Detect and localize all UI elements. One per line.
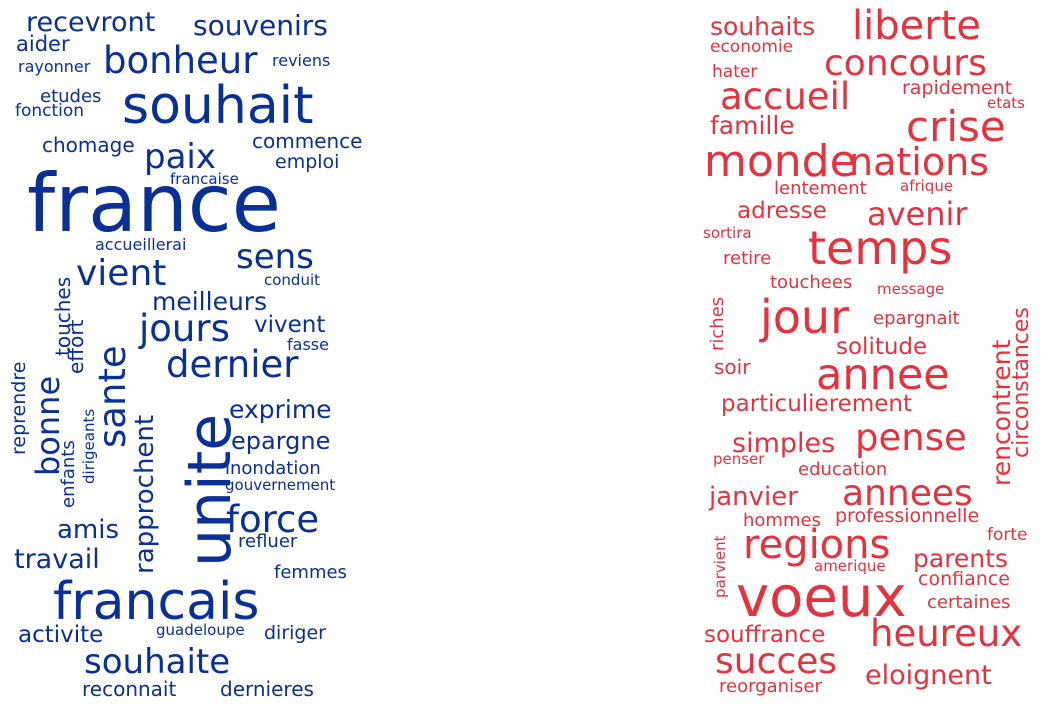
word: rencontrent [987,339,1016,486]
word: amis [57,515,120,545]
word: souvenirs [193,9,328,42]
word: gouvernement [225,476,336,494]
word: dernieres [220,677,314,701]
word: etudes [40,86,102,107]
word: message [877,280,945,298]
word: exprime [229,395,332,424]
word: effort [64,319,88,374]
word: famille [710,111,795,140]
word: fonction [15,101,85,121]
word: amerique [814,557,886,575]
word: pense [855,416,967,459]
word: hommes [743,510,821,531]
word: education [798,459,888,480]
word: penser [713,450,765,468]
word: nations [849,140,989,184]
word: liberte [852,3,981,49]
word: commence [252,129,363,153]
word: souhaite [84,642,231,682]
word: parents [913,544,1008,573]
word: monde [704,136,857,187]
word: professionnelle [835,505,980,527]
word: soir [714,355,751,379]
word: reconnait [82,677,177,701]
word: rayonner [18,57,91,76]
word: avenir [867,195,968,233]
word: meilleurs [152,287,268,316]
word: accueil [720,75,851,118]
word: souhaits [710,12,816,41]
word: riches [707,296,728,351]
word: enfants [58,440,79,508]
word: france [27,157,281,250]
word: concours [824,43,987,84]
word: dernier [166,343,299,386]
word: francais [53,572,260,632]
word: particulierement [721,391,912,417]
word: reorganiser [719,676,822,697]
word: simples [732,428,836,459]
word: vivent [254,312,326,338]
word: voeux [736,565,907,630]
word: hater [712,62,758,82]
word: sens [236,237,314,277]
word-cloud-blue: recevront souvenirs aider bonheur rayonn… [0,0,370,713]
word: afrique [900,177,954,195]
word: confiance [918,568,1010,590]
word: travail [14,544,100,575]
word: inondation [225,458,321,479]
word: janvier [709,482,798,512]
word: etats [987,94,1025,112]
word: aider [16,32,70,56]
word: epargnait [873,308,960,329]
word: regions [743,522,891,568]
word: annee [816,350,950,400]
word: accueillerai [95,235,187,254]
word: temps [808,221,953,275]
word: jour [760,290,849,344]
word: annees [842,473,973,514]
word: rapidement [902,77,1013,99]
word: eloignent [865,660,992,691]
word: reviens [272,51,331,70]
word: solitude [836,334,928,360]
word: adresse [737,198,827,224]
word: epargne [231,427,331,455]
word: dirigeants [80,408,98,484]
word: lentement [774,178,867,199]
word: diriger [264,622,326,644]
word: unite [175,413,245,567]
word: francaise [170,170,239,188]
word: rapprochent [130,414,160,574]
word: femmes [274,562,347,583]
word: fasse [287,335,329,354]
word: paix [144,137,216,177]
word: souffrance [704,622,826,648]
word: recevront [26,7,156,38]
word: souhait [122,76,314,136]
word: force [226,498,320,541]
word: sante [91,345,134,448]
word: retire [723,248,772,269]
word: certaines [927,592,1011,613]
word: conduit [264,271,321,289]
word: economie [710,37,794,57]
word: touchees [770,272,853,293]
word: vient [76,253,167,294]
word: sortira [703,224,752,242]
word: activite [18,622,104,648]
word: jours [139,307,230,350]
word: emploi [275,151,340,173]
word: heureux [870,612,1023,655]
word: forte [987,525,1028,545]
word: parvient [711,535,729,598]
word: succes [715,641,838,682]
word: guadeloupe [156,621,245,639]
word: chomage [42,133,135,157]
word: bonheur [103,39,258,82]
word: refluer [238,531,298,552]
word-cloud-red: souhaits liberte economie concours hater… [690,0,1060,713]
word: crise [906,102,1006,151]
word: reprendre [8,361,30,455]
